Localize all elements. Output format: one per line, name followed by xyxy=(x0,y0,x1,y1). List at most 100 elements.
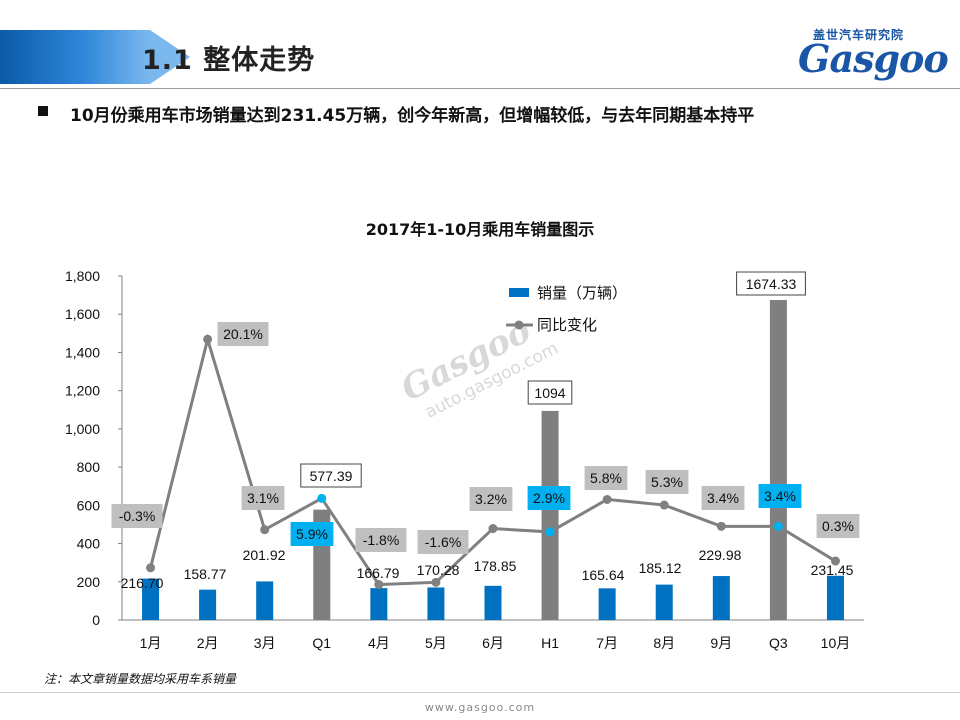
bar-value-label: 229.98 xyxy=(699,547,742,563)
yoy-label-box xyxy=(355,528,407,552)
bar-10月 xyxy=(826,575,844,620)
bar-value-label: 170.28 xyxy=(417,562,460,578)
bar-9月 xyxy=(712,576,730,620)
yoy-value-label: 5.8% xyxy=(590,470,622,486)
legend-sales-swatch xyxy=(509,288,529,297)
yoy-label-box xyxy=(527,486,571,510)
bar-value-label: 166.79 xyxy=(357,565,400,581)
y-tick-label: 600 xyxy=(77,497,101,513)
yoy-label-box xyxy=(111,504,163,528)
yoy-value-label: 0.3% xyxy=(822,518,854,534)
yoy-value-label: 5.3% xyxy=(651,474,683,490)
yoy-point xyxy=(716,521,726,531)
slide-subtitle: 10月份乘用车市场销量达到231.45万辆，创今年新高，但增幅较低，与去年同期基… xyxy=(70,106,755,126)
bar-value-label: 201.92 xyxy=(243,547,286,563)
yoy-value-label: -0.3% xyxy=(119,508,156,524)
yoy-point xyxy=(203,334,213,344)
footer-url: www.gasgoo.com xyxy=(424,701,536,714)
brand-logo: Gasgoo xyxy=(798,36,949,81)
x-tick-label: 4月 xyxy=(368,635,390,651)
bar-6月 xyxy=(484,585,502,620)
x-tick-label: 2月 xyxy=(197,635,219,651)
x-tick-label: 5月 xyxy=(425,635,447,651)
yoy-value-label: 3.2% xyxy=(475,491,507,507)
x-tick-label: 6月 xyxy=(482,635,504,651)
yoy-point xyxy=(830,556,840,566)
bar-value-label: 577.39 xyxy=(310,468,353,484)
legend-yoy-label: 同比变化 xyxy=(537,317,597,334)
bar-value-label: 158.77 xyxy=(184,566,227,582)
x-tick-label: H1 xyxy=(541,635,559,651)
bar-value-label: 178.85 xyxy=(474,558,517,574)
yoy-value-label: -1.8% xyxy=(363,532,400,548)
yoy-label-box xyxy=(701,486,745,510)
yoy-label-box xyxy=(290,522,334,546)
bar-3月 xyxy=(256,581,274,620)
bar-Q3 xyxy=(769,300,787,620)
brand-logo-zh: 盖世汽车研究院 xyxy=(813,28,905,42)
yoy-value-label: 2.9% xyxy=(533,490,565,506)
yoy-label-box xyxy=(816,514,860,538)
bar-value-label: 165.64 xyxy=(582,567,625,583)
bar-label-box xyxy=(300,463,362,488)
x-tick-label: 3月 xyxy=(254,635,276,651)
bar-7月 xyxy=(598,588,616,620)
y-tick-label: 1,800 xyxy=(65,268,100,284)
yoy-label-box xyxy=(217,322,269,346)
x-tick-label: 9月 xyxy=(710,635,732,651)
y-tick-label: 0 xyxy=(92,612,100,628)
yoy-value-label: 20.1% xyxy=(223,326,263,342)
yoy-point xyxy=(488,524,498,534)
yoy-label-box xyxy=(645,470,689,494)
x-tick-label: 10月 xyxy=(821,635,851,651)
yoy-point xyxy=(374,580,384,590)
yoy-point xyxy=(773,521,783,531)
yoy-label-box xyxy=(469,487,513,511)
footnote: 注：本文章销量数据均采用车系销量 xyxy=(44,672,237,686)
bar-value-label: 1674.33 xyxy=(746,276,797,292)
bar-2月 xyxy=(199,589,217,620)
bar-1月 xyxy=(142,578,160,620)
bar-label-box xyxy=(527,380,573,405)
yoy-value-label: -1.6% xyxy=(425,534,462,550)
yoy-value-label: 3.1% xyxy=(247,490,279,506)
yoy-label-box xyxy=(584,466,628,490)
bar-4月 xyxy=(370,588,388,620)
y-tick-label: 1,600 xyxy=(65,306,100,322)
x-tick-label: 7月 xyxy=(596,635,618,651)
bullet-square-icon xyxy=(38,106,48,116)
bar-5月 xyxy=(427,587,445,620)
y-tick-label: 1,400 xyxy=(65,344,100,360)
x-tick-label: Q3 xyxy=(769,635,788,651)
bar-value-label: 1094 xyxy=(534,385,565,401)
y-tick-label: 400 xyxy=(77,536,101,552)
yoy-point xyxy=(317,493,327,503)
yoy-label-box xyxy=(241,486,285,510)
yoy-label-box xyxy=(758,484,802,508)
y-tick-label: 1,000 xyxy=(65,421,100,437)
section-title: 1.1 整体走势 xyxy=(142,45,316,76)
y-tick-label: 200 xyxy=(77,574,101,590)
bar-value-label: 231.45 xyxy=(811,562,854,578)
yoy-point xyxy=(431,577,441,587)
y-tick-label: 800 xyxy=(77,459,101,475)
x-tick-label: 1月 xyxy=(140,635,162,651)
yoy-point xyxy=(545,527,555,537)
header-divider xyxy=(0,88,960,89)
yoy-value-label: 3.4% xyxy=(764,488,796,504)
yoy-label-box xyxy=(417,530,469,554)
footer-divider xyxy=(0,692,960,693)
yoy-value-label: 5.9% xyxy=(296,526,328,542)
yoy-point xyxy=(260,525,270,535)
yoy-value-label: 3.4% xyxy=(707,490,739,506)
bar-8月 xyxy=(655,584,673,620)
legend-sales-label: 销量（万辆） xyxy=(537,285,627,302)
yoy-point xyxy=(659,500,669,510)
x-tick-label: Q1 xyxy=(312,635,331,651)
chart-title: 2017年1-10月乘用车销量图示 xyxy=(365,220,595,239)
legend-yoy-marker xyxy=(514,320,524,330)
yoy-point xyxy=(602,494,612,504)
bar-value-label: 185.12 xyxy=(639,560,682,576)
y-tick-label: 1,200 xyxy=(65,383,100,399)
